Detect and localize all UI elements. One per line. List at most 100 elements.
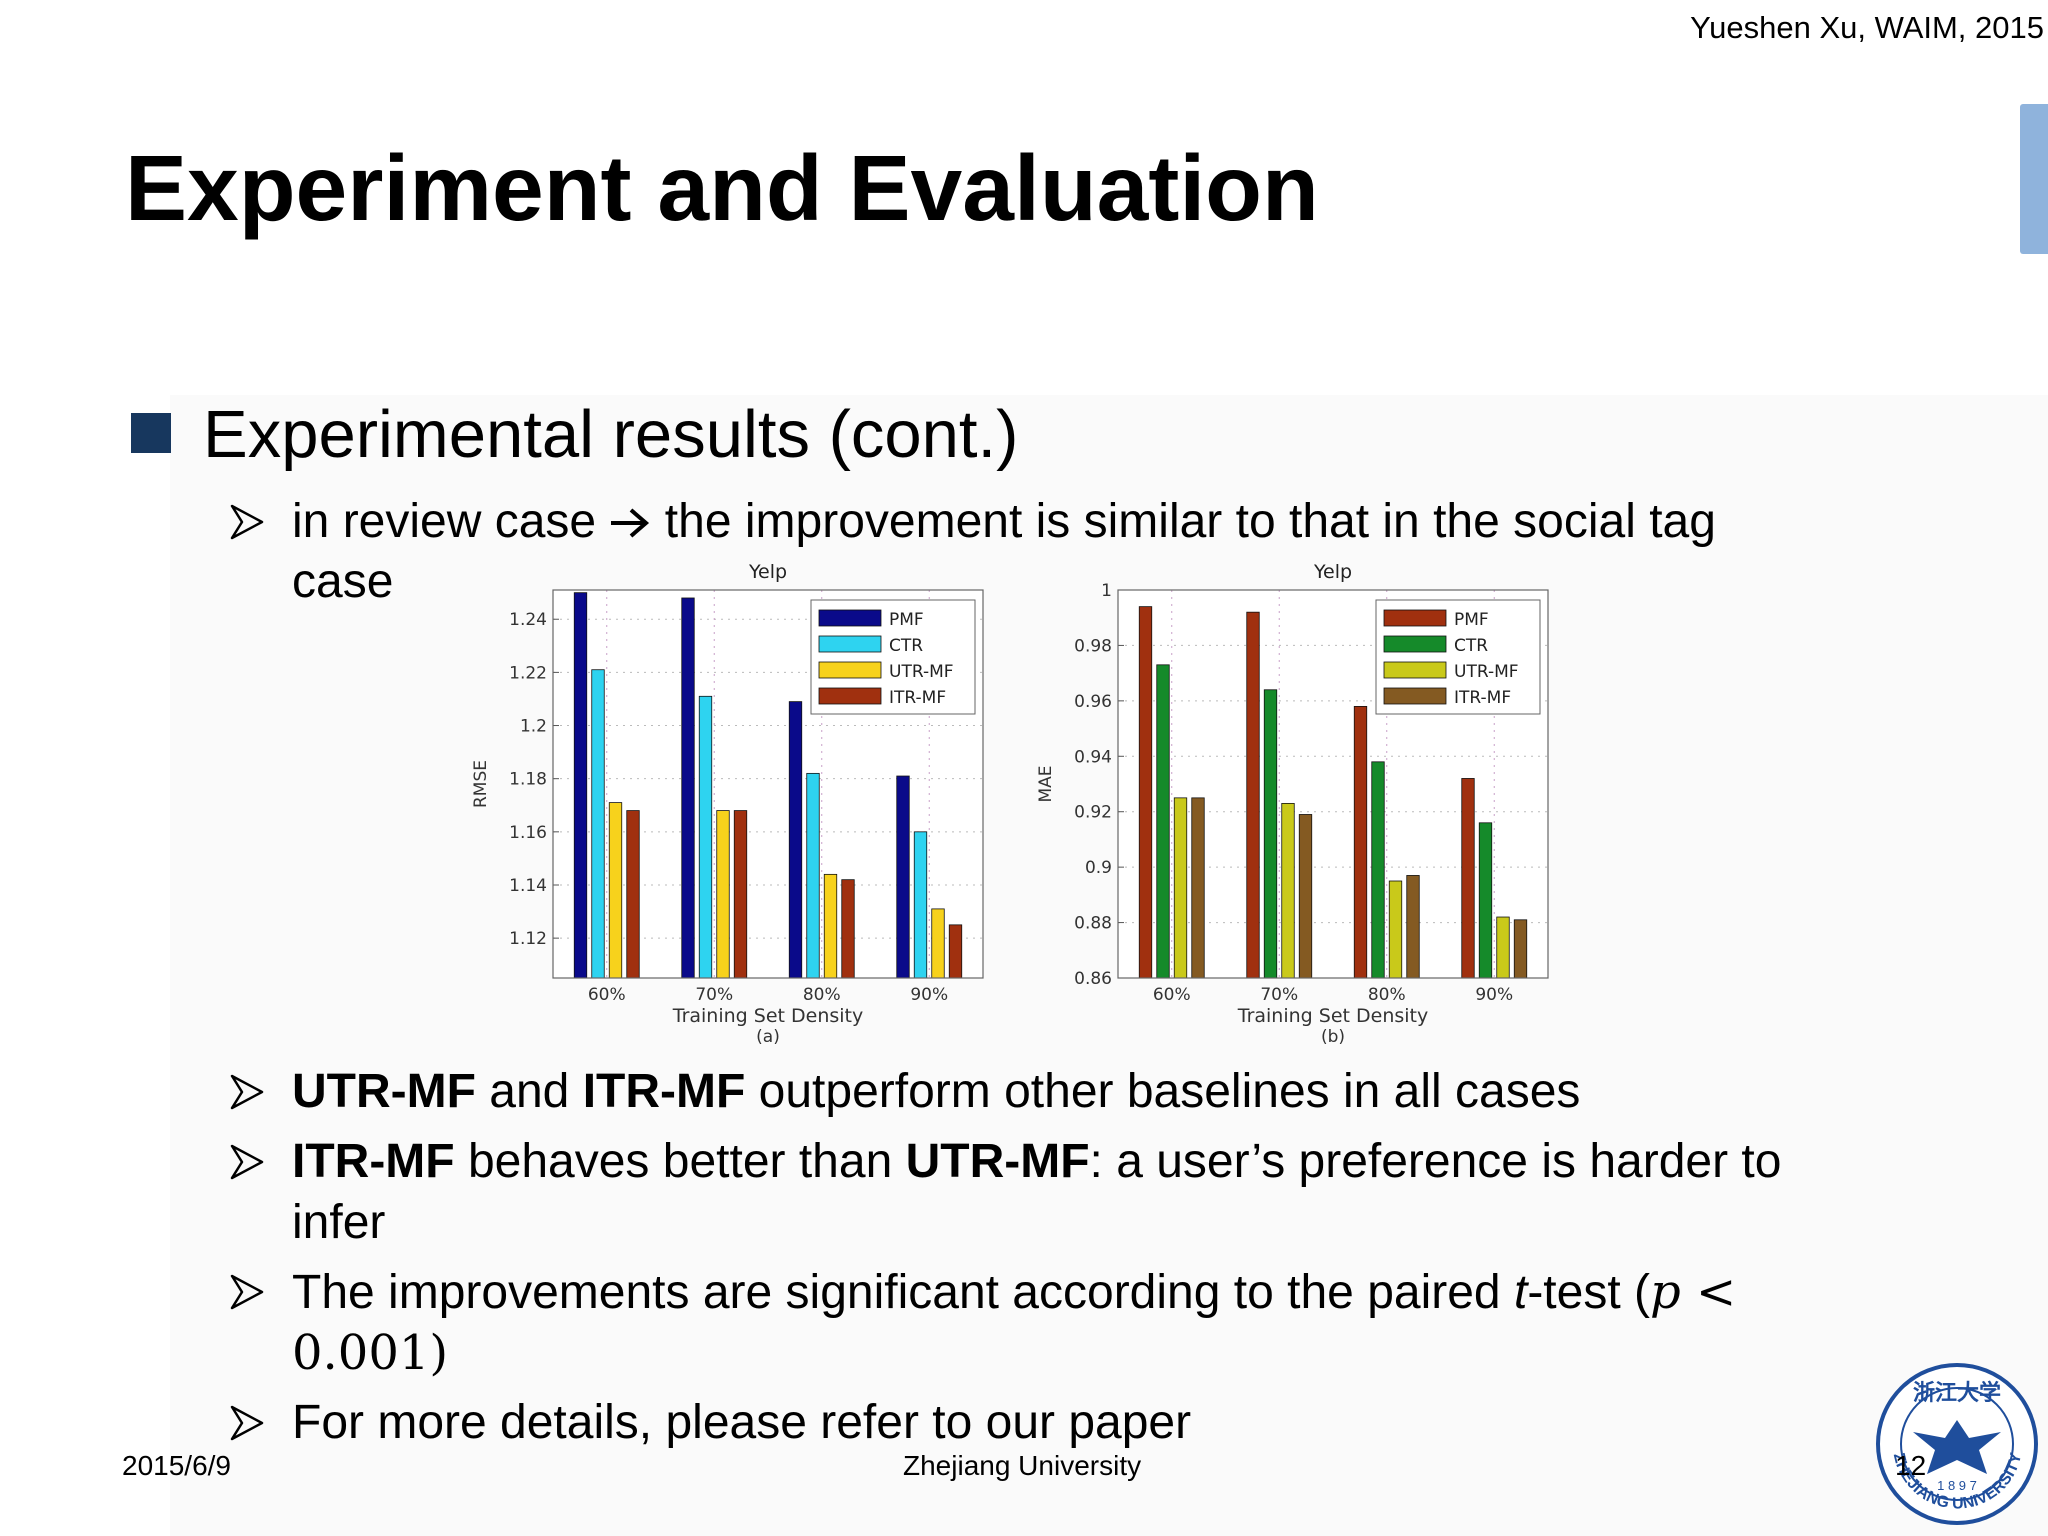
chart-mae-xtick-label: 60% <box>1153 985 1191 1005</box>
chart-rmse-legend-label: ITR-MF <box>889 688 946 708</box>
chart-mae-legend-label: PMF <box>1454 610 1489 630</box>
chart-rmse-ylabel: RMSE <box>471 760 491 808</box>
chart-rmse-bar <box>698 695 713 979</box>
university-seal-logo: 浙江大学 1 8 9 7 ZHEJIANG UNIVERSITY <box>1876 1363 2038 1525</box>
chart-rmse-bar <box>733 810 748 979</box>
chart-mae-ytick-label: 0.94 <box>1074 747 1112 767</box>
chart-mae-bar <box>1191 797 1205 979</box>
footer-institution: Zhejiang University <box>903 1450 1142 1481</box>
chart-mae-xtick-label: 80% <box>1368 985 1406 1005</box>
chart-rmse-bar <box>591 669 605 979</box>
chart-rmse-legend-swatch <box>818 687 882 705</box>
chart-mae-ytick-label: 1 <box>1101 581 1112 601</box>
chart-mae-ytick-label: 0.88 <box>1074 914 1112 934</box>
chart-mae-bar <box>1371 761 1385 979</box>
bullet-level1: Experimental results (cont.) <box>203 397 1019 472</box>
chart-rmse-bar <box>806 772 820 979</box>
chart-rmse-xtick-label: 70% <box>695 985 733 1005</box>
chart-mae-axes-frame <box>1117 589 1549 979</box>
chart-rmse-title: Yelp <box>748 561 787 583</box>
chart-rmse-legend-label: PMF <box>889 610 924 630</box>
chart-rmse-ytick-label: 1.12 <box>509 929 547 949</box>
chart-mae-bar <box>1173 797 1188 979</box>
chart-rmse-axes-frame <box>552 589 984 979</box>
chart-mae-ytick-label: 0.86 <box>1074 969 1112 989</box>
chart-mae-ylabel: MAE <box>1036 765 1056 802</box>
chart-rmse-bar <box>913 831 928 979</box>
header-note: Yueshen Xu, WAIM, 2015 <box>1690 10 2044 45</box>
arrowhead-bullet-icon <box>230 1074 264 1110</box>
bullet-text: in review case the improvement is simila… <box>292 495 1716 548</box>
chart-mae-legend-label: CTR <box>1454 636 1488 656</box>
chart-rmse-caption: (a) <box>756 1027 780 1047</box>
chart-mae: Yelp 0.86 0.88 0.9 0.92 0.94 0.96 0.98 1 60% 70% 80… <box>1025 548 1565 1053</box>
chart-mae-xlabel: Training Set Density <box>1237 1005 1428 1027</box>
chart-rmse-ytick-label: 1.16 <box>509 823 547 843</box>
slide-background <box>170 395 2048 1536</box>
chart-rmse-bar <box>716 810 730 979</box>
chart-mae-bar <box>1298 814 1313 979</box>
right-arrow-icon <box>611 508 650 538</box>
chart-rmse-legend-swatch <box>818 661 882 679</box>
chart-mae-bar <box>1478 822 1493 979</box>
chart-rmse-bar <box>573 592 588 979</box>
chart-rmse-bar <box>681 597 695 979</box>
chart-mae-ytick-label: 0.9 <box>1085 858 1112 878</box>
chart-mae-ytick-label: 0.92 <box>1074 803 1112 823</box>
chart-mae-bar <box>1406 875 1420 979</box>
chart-rmse-ytick-label: 1.24 <box>509 610 547 630</box>
chart-mae-svg: Yelp 0.86 0.88 0.9 0.92 0.94 0.96 0.98 1 60% 70% 80… <box>1036 561 1549 1047</box>
chart-mae-bar <box>1461 778 1475 979</box>
arrowhead-bullet-icon <box>230 1144 264 1180</box>
svg-text:1 8 9 7: 1 8 9 7 <box>1937 1478 1977 1493</box>
chart-mae-bar <box>1388 880 1403 979</box>
chart-mae-xtick-label: 90% <box>1475 985 1513 1005</box>
chart-mae-xtick-label: 70% <box>1260 985 1298 1005</box>
chart-mae-bar <box>1263 689 1278 979</box>
chart-mae-bar <box>1138 606 1153 979</box>
chart-rmse-bar <box>608 802 623 979</box>
chart-mae-ytick-label: 0.96 <box>1074 692 1112 712</box>
accent-bar <box>2020 104 2048 254</box>
chart-mae-legend-swatch <box>1383 609 1447 627</box>
chart-mae-ytick-label: 0.98 <box>1074 636 1112 656</box>
chart-rmse-bar <box>948 924 963 979</box>
svg-text:浙江大学: 浙江大学 <box>1913 1380 2001 1405</box>
chart-mae-bar <box>1156 664 1170 979</box>
chart-mae-bar <box>1353 705 1368 979</box>
footer-date: 2015/6/9 <box>122 1450 231 1481</box>
chart-rmse-legend-swatch <box>818 635 882 653</box>
chart-rmse-svg: Yelp 1.12 1.14 1.16 1.18 1.2 1.22 1.24 60% 70% 80%… <box>471 561 984 1047</box>
chart-rmse-xlabel: Training Set Density <box>672 1005 863 1027</box>
chart-rmse-bar <box>931 908 945 979</box>
square-bullet-icon <box>131 413 171 453</box>
chart-rmse-xtick-label: 90% <box>910 985 948 1005</box>
chart-rmse-bar <box>841 879 855 979</box>
chart-mae-title: Yelp <box>1313 561 1352 583</box>
chart-rmse-bar <box>788 701 803 979</box>
chart-mae-legend-swatch <box>1383 661 1447 679</box>
chart-mae-bar <box>1246 611 1260 979</box>
arrowhead-bullet-icon <box>230 1405 264 1441</box>
chart-mae-legend-label: ITR-MF <box>1454 688 1511 708</box>
chart-mae-caption: (b) <box>1321 1027 1345 1047</box>
arrowhead-bullet-icon <box>230 1274 264 1310</box>
chart-rmse-legend-swatch <box>818 609 882 627</box>
chart-rmse-bar <box>626 810 640 979</box>
chart-mae-bar <box>1281 802 1295 979</box>
arrowhead-bullet-icon <box>230 504 264 540</box>
chart-rmse-legend-label: CTR <box>889 636 923 656</box>
chart-rmse-bar <box>823 873 838 979</box>
chart-mae-bar <box>1496 916 1510 979</box>
chart-rmse-bar <box>896 775 910 979</box>
chart-rmse-xtick-label: 60% <box>588 985 626 1005</box>
chart-rmse-ytick-label: 1.18 <box>509 770 547 790</box>
chart-rmse-ytick-label: 1.2 <box>520 717 547 737</box>
chart-mae-legend-swatch <box>1383 635 1447 653</box>
chart-mae-legend-swatch <box>1383 687 1447 705</box>
chart-rmse-ytick-label: 1.14 <box>509 876 547 896</box>
chart-rmse-ytick-label: 1.22 <box>509 663 547 683</box>
chart-rmse-legend-label: UTR-MF <box>889 662 954 682</box>
chart-mae-bar <box>1513 919 1528 979</box>
chart-rmse-xtick-label: 80% <box>803 985 841 1005</box>
